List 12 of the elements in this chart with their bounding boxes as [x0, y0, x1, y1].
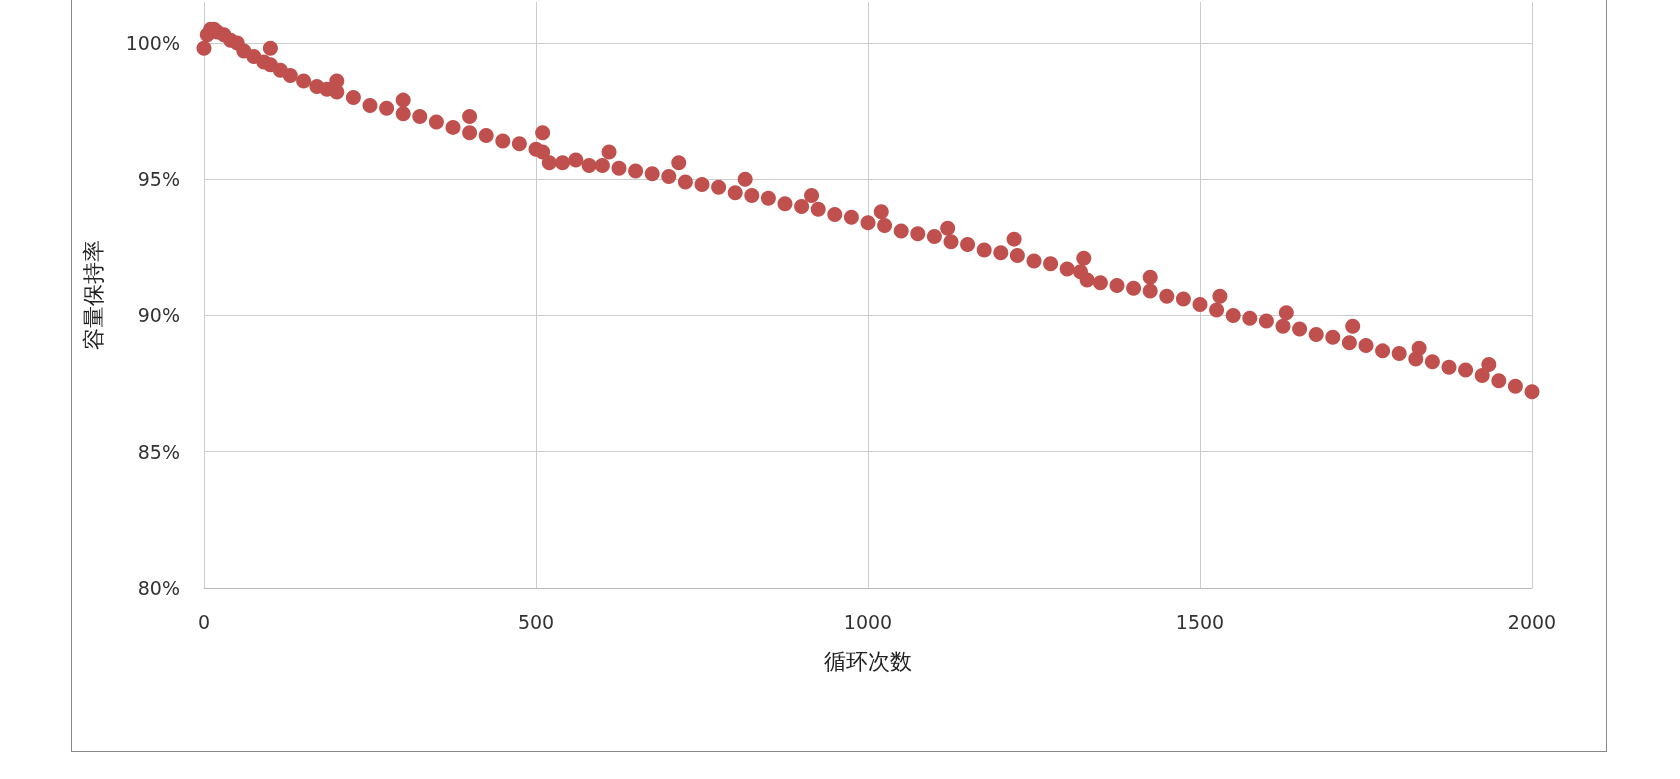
x-tick-label: 2000 — [1507, 610, 1557, 633]
y-tick-label: 85% — [137, 440, 180, 463]
y-tick-label: 100% — [125, 31, 180, 54]
x-tick-label: 0 — [197, 610, 211, 633]
y-tick-label: 80% — [137, 577, 180, 599]
x-tick-label: 1000 — [843, 610, 893, 633]
x-tick-label: 500 — [517, 610, 555, 633]
y-axis-title: 容量保持率 — [80, 240, 106, 350]
x-axis-title: 循环次数 — [824, 648, 912, 674]
y-tick-label: 95% — [137, 168, 180, 191]
y-tick-label: 90% — [137, 304, 180, 327]
x-tick-label: 1500 — [1175, 610, 1225, 633]
